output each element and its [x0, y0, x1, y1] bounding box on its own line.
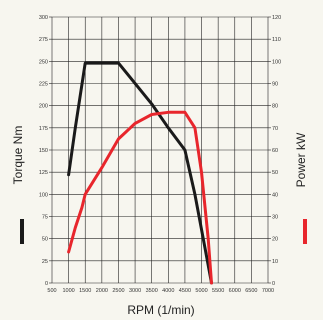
y-left-tick-label: 250 [39, 59, 48, 65]
y-right-tick-label: 80 [272, 104, 278, 110]
y-right-tick-label: 20 [272, 237, 278, 243]
y-right-tick-label: 40 [272, 192, 278, 198]
y-right-tick-label: 110 [272, 37, 281, 43]
y-right-tick-label: 30 [272, 215, 278, 221]
x-tick-label: 3000 [129, 288, 141, 294]
x-tick-label: 6500 [245, 288, 257, 294]
right-axis-legend: Power kW [294, 132, 308, 244]
y-left-tick-label: 75 [42, 215, 48, 221]
x-tick-label: 4500 [179, 288, 191, 294]
torque-series-line [67, 61, 213, 285]
left-axis-legend: Torque Nm [11, 126, 25, 244]
y-left-tick-label: 100 [39, 192, 48, 198]
grid [49, 16, 271, 284]
y-left-tick-label: 175 [39, 126, 48, 132]
x-tick-label: 7000 [262, 288, 274, 294]
y-right-tick-label: 60 [272, 148, 278, 154]
y-left-tick-label: 150 [39, 148, 48, 154]
y-left-tick-label: 125 [39, 170, 48, 176]
y-right-tick-label: 120 [272, 15, 281, 21]
x-tick-label: 2500 [112, 288, 124, 294]
y-right-tick-label: 50 [272, 170, 278, 176]
x-tick-label: 1500 [79, 288, 91, 294]
power-series-line [67, 110, 213, 285]
x-tick-label: 4000 [162, 288, 174, 294]
y-left-tick-label: 275 [39, 37, 48, 43]
y-left-tick-label: 225 [39, 82, 48, 88]
x-tick-label: 1000 [62, 288, 74, 294]
x-tick-label: 500 [47, 288, 56, 294]
tick-labels: 500 1000 1500 2000 2500 3000 3500 4000 4500 5000 5… [39, 15, 281, 294]
y-left-tick-label: 0 [45, 281, 48, 287]
y-left-tick-label: 50 [42, 237, 48, 243]
y-left-tick-label: 25 [42, 259, 48, 265]
y-right-tick-label: 0 [272, 281, 275, 287]
y-left-tick-label: 200 [39, 104, 48, 110]
x-axis-label: RPM (1/min) [127, 303, 194, 317]
y-left-axis-label: Torque Nm [11, 126, 25, 185]
x-tick-label: 5500 [212, 288, 224, 294]
x-tick-label: 5000 [195, 288, 207, 294]
series-lines [67, 61, 213, 285]
y-right-tick-label: 10 [272, 259, 278, 265]
y-right-tick-label: 100 [272, 59, 281, 65]
x-tick-label: 6000 [229, 288, 241, 294]
y-right-tick-label: 70 [272, 126, 278, 132]
y-right-tick-label: 90 [272, 82, 278, 88]
y-right-axis-label: Power kW [294, 132, 308, 187]
x-tick-label: 3500 [146, 288, 158, 294]
y-left-tick-label: 300 [39, 15, 48, 21]
x-tick-label: 2000 [96, 288, 108, 294]
